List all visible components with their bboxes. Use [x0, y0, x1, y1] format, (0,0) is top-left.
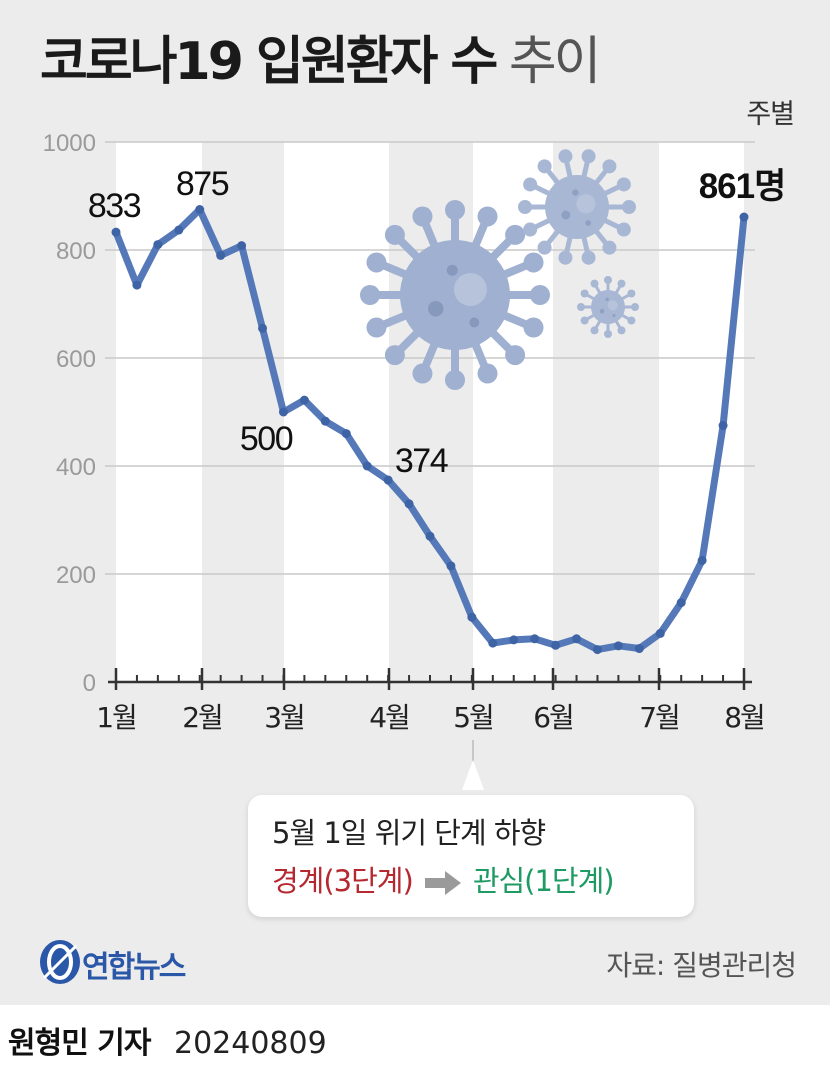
data-point [320, 416, 330, 426]
data-label: 833 [88, 187, 141, 225]
data-point [613, 641, 623, 651]
callout-pointer [462, 740, 484, 790]
byline-date: 20240809 [174, 1026, 327, 1061]
data-point [551, 640, 561, 650]
yonhap-logo-icon [40, 940, 80, 984]
chart-title: 코로나19 입원환자 수 추이 [40, 36, 602, 88]
data-point [530, 634, 540, 644]
data-point [216, 250, 226, 260]
x-axis: 1월 2월 3월 4월 5월 6월 7월 8월 [96, 668, 766, 734]
data-point [446, 561, 456, 571]
byline: 원형민 기자 20240809 [8, 1018, 327, 1062]
data-point [278, 407, 288, 417]
data-point [655, 628, 665, 638]
line-chart: 0 200 400 600 800 1000 1월 2월 3월 4월 5월 6월 7월 8월 833 87… [43, 130, 786, 790]
data-point [153, 240, 163, 250]
data-label: 500 [240, 420, 293, 458]
byline-name: 원형민 기자 [8, 1026, 151, 1061]
x-tick-label: 4월 [369, 701, 409, 734]
y-tick-label: 800 [56, 238, 96, 265]
month-band [659, 142, 744, 682]
data-label: 861명 [699, 167, 786, 206]
data-point [676, 598, 686, 608]
data-point [299, 395, 309, 405]
data-point [509, 635, 519, 645]
data-point [195, 205, 205, 214]
data-point [132, 280, 142, 290]
data-point [488, 638, 498, 648]
data-point [174, 225, 184, 235]
data-point [425, 531, 435, 541]
month-bands [116, 142, 744, 682]
data-label: 875 [176, 165, 229, 203]
x-tick-label: 6월 [533, 701, 573, 734]
data-point [362, 461, 372, 471]
x-tick-label: 3월 [264, 701, 304, 734]
callout-stage-change: 경계(3단계) 관심(1단계) [272, 858, 692, 900]
data-point [258, 323, 268, 333]
series-line [111, 205, 749, 655]
virus-icon-medium [518, 149, 636, 265]
data-point [739, 212, 749, 222]
y-tick-labels: 0 200 400 600 800 1000 [43, 130, 96, 697]
virus-icon-large [360, 200, 550, 390]
source-label: 자료: 질병관리청 [606, 949, 797, 982]
x-tick-label: 1월 [96, 701, 136, 734]
data-labels: 833 875 500 374 861명 [88, 165, 786, 480]
x-tick-label: 8월 [724, 701, 764, 734]
virus-icon-small [577, 276, 639, 338]
unit-label: 주별 [746, 99, 795, 130]
data-point [467, 612, 477, 622]
month-band [116, 142, 202, 682]
y-tick-label: 600 [56, 346, 96, 373]
x-tick-label: 2월 [182, 701, 222, 734]
data-point [111, 227, 121, 237]
data-point [718, 421, 728, 430]
y-tick-label: 1000 [43, 130, 96, 157]
callout-box [248, 795, 694, 917]
data-point [697, 556, 707, 565]
x-tick-label: 7월 [639, 701, 679, 734]
data-point [341, 429, 351, 439]
data-point [572, 634, 582, 644]
callout-text: 5월 1일 위기 단계 하향 [272, 816, 546, 850]
chart-title-light: 추이 [508, 32, 602, 92]
data-point [404, 499, 414, 509]
arrow-right-icon [424, 871, 461, 895]
data-point [592, 645, 602, 655]
data-point [634, 644, 644, 654]
y-tick-label: 400 [56, 454, 96, 481]
data-point [383, 475, 393, 485]
logo-text: 연합뉴스 [82, 950, 186, 985]
callout-to-stage: 관심(1단계) [472, 864, 615, 898]
y-tick-label: 0 [83, 670, 96, 697]
chart-title-strong: 코로나19 입원환자 수 [40, 32, 498, 92]
y-tick-label: 200 [56, 562, 96, 589]
callout-from-stage: 경계(3단계) [272, 864, 414, 898]
month-band [284, 142, 389, 682]
data-label: 374 [395, 442, 448, 480]
x-tick-label: 5월 [453, 701, 493, 734]
data-point [237, 241, 247, 251]
